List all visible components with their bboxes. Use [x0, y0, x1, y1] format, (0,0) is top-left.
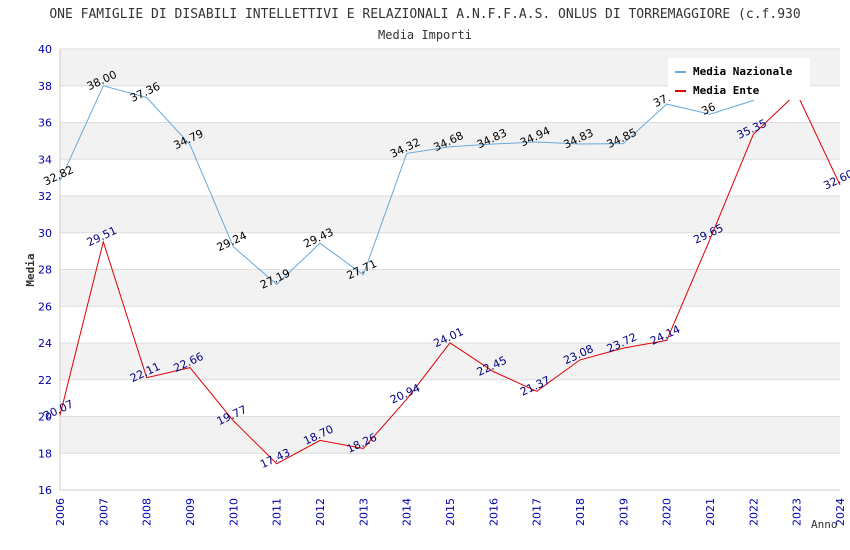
- y-axis-label: Media: [24, 253, 37, 286]
- y-tick-label: 16: [38, 484, 52, 497]
- series-line-media-nazionale: [59, 67, 798, 286]
- series-lines: [59, 67, 841, 465]
- y-tick-label: 20: [38, 411, 52, 424]
- plot-band: [60, 232, 840, 270]
- y-tick-label: 24: [38, 337, 52, 350]
- chart-title: ONE FAMIGLIE DI DISABILI INTELLETTIVI E …: [49, 7, 800, 22]
- legend-box: [668, 58, 810, 100]
- data-label-media-nazionale: 36: [699, 100, 717, 118]
- plot-band: [60, 269, 840, 307]
- plot-band: [60, 306, 840, 343]
- x-tick-label: 2007: [97, 498, 110, 526]
- plot-band: [60, 196, 840, 233]
- x-tick-label: 2010: [227, 498, 240, 526]
- plot-band: [60, 122, 840, 160]
- plot-background-bands: [60, 49, 840, 490]
- y-axis-ticks: 16 18 20 22 24 26 28 30 32 34 36 38 40: [38, 43, 52, 497]
- legend: Media Nazionale Media Ente: [668, 58, 810, 100]
- legend-label-media-ente: Media Ente: [693, 84, 760, 97]
- plot-band: [60, 379, 840, 417]
- x-tick-label: 2016: [487, 498, 500, 526]
- x-tick-label: 2008: [141, 498, 154, 526]
- x-tick-label: 2012: [314, 498, 327, 526]
- y-tick-label: 30: [38, 227, 52, 240]
- plot-band: [60, 416, 840, 454]
- y-tick-label: 18: [38, 447, 52, 460]
- x-axis-ticks: 2006 2007 2008 2009 2010 2011 2012 2013 2014 2015…: [54, 498, 847, 526]
- x-tick-label: 2015: [444, 498, 457, 526]
- x-tick-label: 2009: [184, 498, 197, 526]
- y-tick-label: 22: [38, 374, 52, 387]
- x-axis-label: Anno: [811, 518, 838, 531]
- plot-band: [60, 159, 840, 196]
- x-tick-label: 2006: [54, 498, 67, 526]
- chart-subtitle: Media Importi: [378, 28, 472, 42]
- y-tick-label: 32: [38, 190, 52, 203]
- y-tick-label: 28: [38, 264, 52, 277]
- x-tick-label: 2020: [661, 498, 674, 526]
- y-tick-label: 36: [38, 117, 52, 130]
- x-tick-label: 2014: [401, 498, 414, 526]
- x-tick-label: 2011: [271, 498, 284, 526]
- x-tick-label: 2022: [747, 498, 760, 526]
- series-line-media-ente: [59, 92, 841, 465]
- x-tick-label: 2018: [574, 498, 587, 526]
- x-tick-label: 2019: [617, 498, 630, 526]
- y-tick-label: 40: [38, 43, 52, 56]
- plot-band: [60, 343, 840, 380]
- x-tick-label: 2021: [704, 498, 717, 526]
- x-tick-label: 2023: [791, 498, 804, 526]
- x-tick-label: 2013: [357, 498, 370, 526]
- y-tick-label: 26: [38, 300, 52, 313]
- y-tick-label: 34: [38, 153, 52, 166]
- legend-label-media-nazionale: Media Nazionale: [693, 65, 793, 78]
- plot-band: [60, 453, 840, 490]
- gridlines: [59, 48, 840, 491]
- x-tick-label: 2017: [531, 498, 544, 526]
- x-tick-label: 2024: [834, 498, 847, 526]
- y-tick-label: 38: [38, 80, 52, 93]
